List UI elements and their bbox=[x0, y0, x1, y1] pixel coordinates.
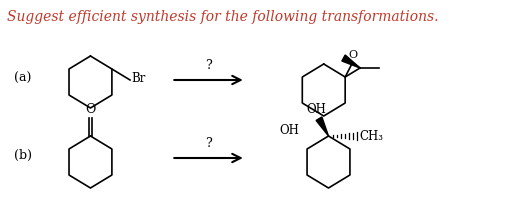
Text: ?: ? bbox=[205, 137, 212, 150]
Text: ?: ? bbox=[205, 59, 212, 72]
Text: O: O bbox=[85, 103, 96, 116]
Text: OH: OH bbox=[306, 103, 326, 116]
Text: O: O bbox=[348, 49, 357, 60]
Text: (b): (b) bbox=[14, 148, 32, 161]
Text: OH: OH bbox=[279, 124, 299, 137]
Text: Br: Br bbox=[131, 71, 145, 85]
Polygon shape bbox=[316, 117, 329, 136]
Text: CH₃: CH₃ bbox=[359, 129, 383, 143]
Text: Suggest efficient synthesis for the following transformations.: Suggest efficient synthesis for the foll… bbox=[7, 10, 438, 24]
Polygon shape bbox=[342, 55, 360, 68]
Text: (a): (a) bbox=[14, 71, 32, 85]
